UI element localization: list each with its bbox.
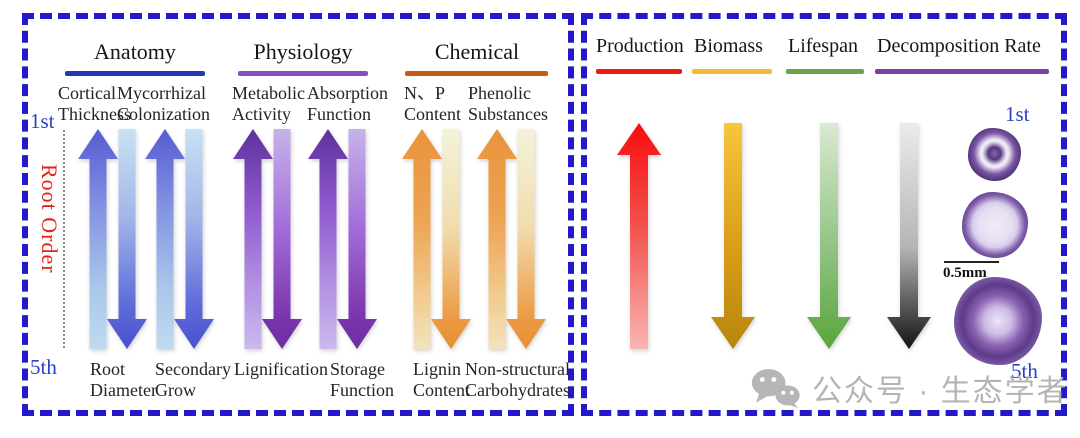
arrow-pair-metabolic-vs-lignification <box>233 129 303 349</box>
metric-title-biomass: Biomass <box>694 35 763 57</box>
arrow-pair-mycorrhizal-vs-secondary <box>145 129 215 349</box>
lifespan-down-arrow <box>807 123 851 349</box>
trait-label-absorption-function: Absorption Function <box>307 83 388 124</box>
down-arrow <box>262 129 302 349</box>
down-arrow <box>506 129 546 349</box>
order-bottom-label: 5th <box>1011 359 1038 383</box>
order-gradient-guide-line <box>63 130 65 348</box>
metric-title-production: Production <box>596 35 684 57</box>
trait-label-lignification: Lignification <box>234 359 328 379</box>
lifespan-underline <box>786 69 864 74</box>
trait-label-np-content: N、P Content <box>404 83 461 124</box>
arrow-pair-np-vs-lignin <box>402 129 472 349</box>
watermark: 公众号 · 生态学者 <box>750 366 1069 410</box>
function-panel: Production Biomass Lifespan Decompositio… <box>581 13 1067 416</box>
trait-label-lignin-content: Lignin Content <box>413 359 470 400</box>
biomass-down-arrow <box>711 123 755 349</box>
root-order-axis-label: Root Order <box>37 164 62 274</box>
order-top-label: 1st <box>1005 102 1030 126</box>
metric-title-lifespan: Lifespan <box>788 35 858 57</box>
root-cross-section-mid-order <box>962 192 1028 258</box>
root-cross-section-1st-order <box>968 128 1021 181</box>
category-title-chemical: Chemical <box>434 39 520 64</box>
wechat-icon <box>751 369 800 408</box>
watermark-text: 公众号 · 生态学者 <box>812 375 1069 408</box>
decomposition-down-arrow <box>887 123 931 349</box>
up-arrow <box>78 129 118 349</box>
arrow-pair-absorption-vs-storage <box>308 129 378 349</box>
scale-bar <box>944 261 999 263</box>
order-top-label: 1st <box>30 109 55 133</box>
metric-title-decomposition-rate: Decomposition Rate <box>877 35 1041 57</box>
arrow-pair-cortical-vs-diameter <box>78 129 148 349</box>
up-arrow <box>145 129 185 349</box>
trait-label-storage-function: Storage Function <box>330 359 395 400</box>
order-bottom-label: 5th <box>30 355 57 379</box>
trait-label-secondary-grow: Secondary Grow <box>155 359 231 400</box>
trait-label-mycorrhizal-colonization: Mycorrhizal Colonization <box>117 83 210 124</box>
trait-label-nonstructural-carbohydrates: Non-structural Carbohydrates <box>465 359 570 400</box>
up-arrow <box>233 129 273 349</box>
category-title-physiology: Physiology <box>253 39 353 64</box>
production-up-arrow <box>617 123 661 349</box>
up-arrow <box>308 129 348 349</box>
up-arrow <box>477 129 517 349</box>
production-underline <box>596 69 682 74</box>
anatomy-underline <box>65 71 205 76</box>
down-arrow <box>174 129 214 349</box>
down-arrow <box>337 129 377 349</box>
trait-label-phenolic-substances: Phenolic Substances <box>468 83 548 124</box>
down-arrow <box>107 129 147 349</box>
up-arrow <box>402 129 442 349</box>
scale-bar-label: 0.5mm <box>943 265 987 281</box>
arrow-pair-phenolic-vs-nsc <box>477 129 547 349</box>
root-cross-section-5th-order <box>954 277 1042 365</box>
category-title-anatomy: Anatomy <box>94 39 176 64</box>
trait-label-cortical-thickness: Cortical Thickness <box>58 83 131 124</box>
decomposition-underline <box>875 69 1049 74</box>
trait-label-metabolic-activity: Metabolic Activity <box>232 83 305 124</box>
chemical-underline <box>405 71 548 76</box>
biomass-underline <box>692 69 772 74</box>
down-arrow <box>431 129 471 349</box>
trait-panel: 1st Root Order 5th Anatomy Physiology Ch… <box>22 13 574 416</box>
trait-label-root-diameter: Root Diameter <box>90 359 157 400</box>
physiology-underline <box>238 71 368 76</box>
